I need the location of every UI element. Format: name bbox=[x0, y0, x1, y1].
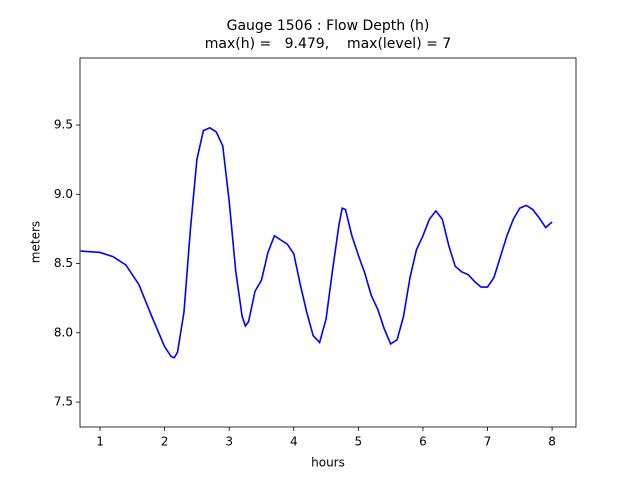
x-tick-label: 3 bbox=[225, 435, 233, 449]
y-tick-label: 7.5 bbox=[54, 395, 73, 409]
chart-title: Gauge 1506 : Flow Depth (h) bbox=[227, 18, 430, 34]
x-axis-label: hours bbox=[311, 456, 345, 470]
y-tick-label: 8.5 bbox=[54, 256, 73, 270]
y-tick-label: 8.0 bbox=[54, 325, 73, 339]
x-tick-label: 2 bbox=[161, 435, 169, 449]
x-tick-label: 7 bbox=[484, 435, 492, 449]
data-line bbox=[80, 126, 553, 359]
chart-subtitle: max(h) = 9.479, max(level) = 7 bbox=[205, 36, 451, 52]
y-tick-label: 9.5 bbox=[54, 118, 73, 132]
y-axis-label: meters bbox=[29, 221, 43, 263]
x-tick-label: 1 bbox=[96, 435, 104, 449]
x-tick-label: 5 bbox=[355, 435, 363, 449]
y-tick-label: 9.0 bbox=[54, 187, 73, 201]
plot-frame bbox=[79, 57, 577, 428]
x-tick-label: 6 bbox=[419, 435, 427, 449]
x-tick-label: 4 bbox=[290, 435, 298, 449]
x-tick-label: 8 bbox=[548, 435, 556, 449]
